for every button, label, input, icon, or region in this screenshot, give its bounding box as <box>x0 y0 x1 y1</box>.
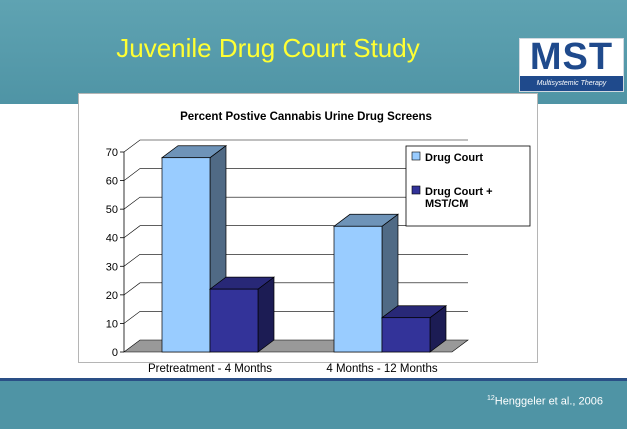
x-tick-label: 4 Months - 12 Months <box>326 363 437 375</box>
y-tick-label: 20 <box>106 290 118 302</box>
x-tick-label: Pretreatment - 4 Months <box>148 363 272 375</box>
y-tick-label: 10 <box>106 318 118 330</box>
chart-frame <box>78 93 538 363</box>
legend-swatch <box>411 185 421 195</box>
y-tick-label: 50 <box>106 204 118 216</box>
legend-label: Drug Court + MST/CM <box>425 186 493 210</box>
legend-label: Drug Court <box>425 152 483 164</box>
mst-logo: MST Multisystemic Therapy <box>519 36 624 92</box>
legend-swatch <box>411 151 421 161</box>
logo-text: MST <box>529 36 614 78</box>
bar-drug-court <box>161 157 211 353</box>
bar-drug-court-mst <box>381 317 431 353</box>
y-tick-label: 60 <box>106 176 118 188</box>
bar-drug-court-mst-side <box>257 276 275 353</box>
bar-drug-court-mst <box>209 288 259 353</box>
slide-title: Juvenile Drug Court Study <box>116 33 420 63</box>
legend-label-line: MST/CM <box>425 198 468 210</box>
legend <box>405 145 531 227</box>
gridline <box>123 196 468 210</box>
logo-subtitle: Multisystemic Therapy <box>520 76 623 91</box>
citation-text: Henggeler et al., 2006 <box>494 395 603 408</box>
y-tick-label: 70 <box>106 147 118 159</box>
legend-label-line: Drug Court + <box>425 186 493 198</box>
y-tick-label: 40 <box>106 233 118 245</box>
y-tick-label: 30 <box>106 261 118 273</box>
gridline <box>123 168 468 181</box>
slide-header: Juvenile Drug Court Study MST Multisyste… <box>0 0 627 104</box>
footer-band: 12Henggeler et al., 2006 <box>0 378 627 429</box>
citation: 12Henggeler et al., 2006 <box>487 395 603 408</box>
chart-title: Percent Postive Cannabis Urine Drug Scre… <box>180 111 432 123</box>
y-tick-label: 0 <box>112 347 118 359</box>
citation-number: 12 <box>486 395 495 402</box>
gridline <box>123 139 468 153</box>
bar-drug-court <box>333 225 383 353</box>
